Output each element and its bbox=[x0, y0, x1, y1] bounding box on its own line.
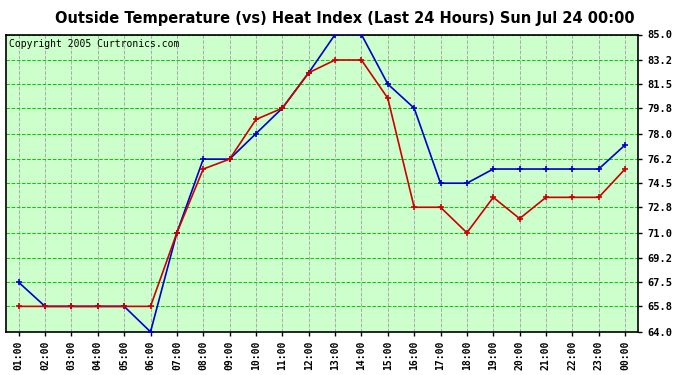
Text: Copyright 2005 Curtronics.com: Copyright 2005 Curtronics.com bbox=[9, 39, 179, 49]
Text: Outside Temperature (vs) Heat Index (Last 24 Hours) Sun Jul 24 00:00: Outside Temperature (vs) Heat Index (Las… bbox=[55, 11, 635, 26]
